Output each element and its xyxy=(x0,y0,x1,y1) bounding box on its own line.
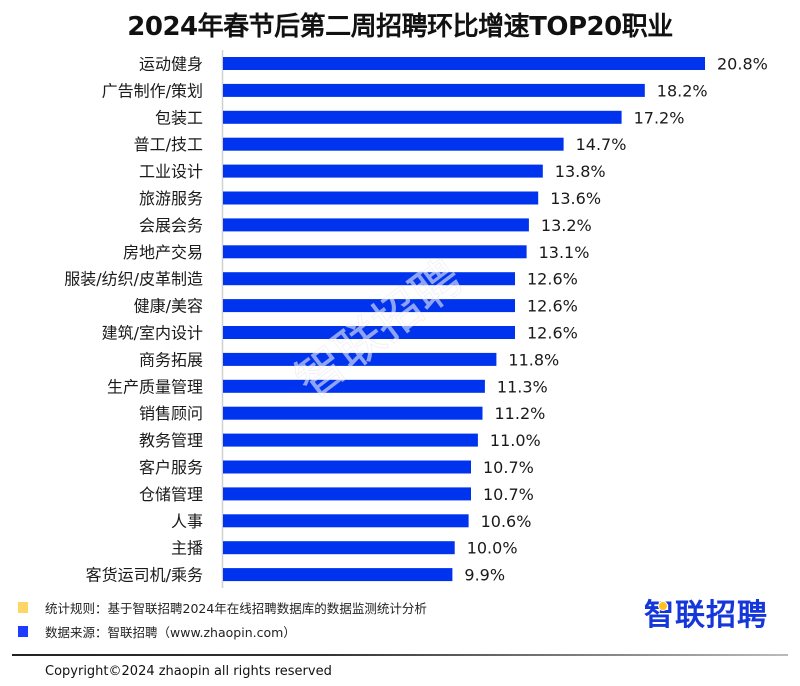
value-label: 11.2% xyxy=(495,404,546,423)
category-label: 包装工 xyxy=(155,108,203,127)
value-label: 12.6% xyxy=(527,324,578,343)
bar xyxy=(223,433,478,447)
bar xyxy=(223,110,622,124)
legend-source-text: 数据来源：智联招聘（www.zhaopin.com） xyxy=(45,625,296,640)
bar xyxy=(223,245,527,259)
bar xyxy=(223,83,645,97)
bar xyxy=(223,137,564,151)
value-labels: 20.8% 18.2% 17.2% 14.7% 13.8% 13.6% 13.2% 13.1%… xyxy=(464,55,767,585)
bar xyxy=(223,164,543,178)
value-label: 14.7% xyxy=(576,135,627,154)
category-label: 工业设计 xyxy=(139,162,203,181)
category-label: 旅游服务 xyxy=(139,189,203,208)
category-label: 商务拓展 xyxy=(139,350,203,369)
bar xyxy=(223,191,539,205)
legend-rule-text: 统计规则：基于智联招聘2024年在线招聘数据库的数据监测统计分析 xyxy=(45,601,427,616)
chart-title: 2024年春节后第二周招聘环比增速TOP20职业 xyxy=(127,12,673,42)
logo-dot-icon xyxy=(658,601,668,611)
category-label: 房地产交易 xyxy=(123,243,203,262)
value-label: 12.6% xyxy=(527,270,578,289)
bar xyxy=(223,57,705,70)
category-label: 客货运司机/乘务 xyxy=(86,566,203,585)
legend-source: 数据来源：智联招聘（www.zhaopin.com） xyxy=(18,622,296,641)
bar xyxy=(223,541,455,555)
bar xyxy=(223,326,515,339)
bar xyxy=(223,487,471,501)
category-label: 主播 xyxy=(171,539,203,558)
value-label: 11.8% xyxy=(508,350,559,369)
category-label: 服装/纺织/皮革制造 xyxy=(64,270,203,289)
value-label: 13.6% xyxy=(550,189,601,208)
bar-chart: 运动健身广告制作/策划包装工普工/技工工业设计旅游服务会展会务房地产交易服装/纺… xyxy=(64,50,768,588)
category-label: 健康/美容 xyxy=(134,297,203,316)
bar xyxy=(223,379,485,393)
category-label: 生产质量管理 xyxy=(107,377,203,396)
value-label: 13.2% xyxy=(541,216,592,235)
value-label: 10.7% xyxy=(483,485,534,504)
category-label: 仓储管理 xyxy=(139,485,203,504)
bar xyxy=(223,299,515,313)
footer-divider xyxy=(12,654,788,656)
bars-group xyxy=(223,57,705,582)
category-labels: 运动健身广告制作/策划包装工普工/技工工业设计旅游服务会展会务房地产交易服装/纺… xyxy=(64,55,203,585)
category-label: 会展会务 xyxy=(139,216,203,235)
bar xyxy=(223,352,497,366)
value-label: 20.8% xyxy=(717,55,768,74)
bar xyxy=(223,218,529,232)
category-label: 教务管理 xyxy=(139,431,203,450)
value-label: 11.0% xyxy=(490,431,541,450)
category-label: 广告制作/策划 xyxy=(102,81,203,100)
category-label: 运动健身 xyxy=(139,55,203,74)
value-label: 17.2% xyxy=(634,108,685,127)
bar xyxy=(223,568,453,582)
category-label: 普工/技工 xyxy=(134,135,203,154)
category-label: 销售顾问 xyxy=(139,404,203,423)
category-label: 人事 xyxy=(171,512,203,531)
value-label: 10.7% xyxy=(483,458,534,477)
legend-yellow-square xyxy=(18,602,28,613)
value-label: 12.6% xyxy=(527,297,578,316)
category-label: 客户服务 xyxy=(139,458,203,477)
value-label: 13.1% xyxy=(539,243,590,262)
zhaopin-logo: 智联招聘 xyxy=(644,598,768,634)
value-label: 9.9% xyxy=(464,566,505,585)
bar xyxy=(223,460,471,474)
value-label: 10.6% xyxy=(481,512,532,531)
category-label: 建筑/室内设计 xyxy=(102,324,203,343)
legend-blue-square xyxy=(18,626,28,637)
value-label: 13.8% xyxy=(555,162,606,181)
bar xyxy=(223,272,515,286)
legend-rule: 统计规则：基于智联招聘2024年在线招聘数据库的数据监测统计分析 xyxy=(18,598,427,617)
value-label: 18.2% xyxy=(657,81,708,100)
copyright: Copyright©2024 zhaopin all rights reserv… xyxy=(45,664,332,679)
bar xyxy=(223,514,469,528)
bar xyxy=(223,406,483,420)
value-label: 11.3% xyxy=(497,377,548,396)
value-label: 10.0% xyxy=(467,539,518,558)
